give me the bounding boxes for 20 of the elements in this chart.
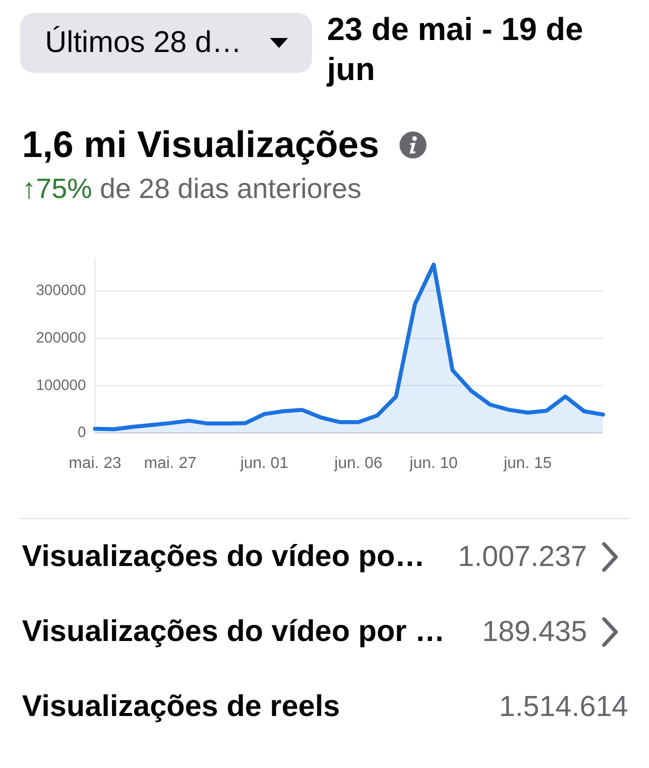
x-tick-label: jun. 01 [239, 455, 288, 472]
text: Últimos 28 d… [45, 25, 242, 61]
text: 189.435 [482, 615, 587, 650]
y-tick-label: 100000 [36, 376, 86, 394]
text: Visualizações do vídeo por … [22, 614, 445, 650]
chart-subtitle: ↑75% de 28 dias anteriores [22, 173, 362, 204]
x-tick-label: mai. 27 [144, 455, 197, 472]
text: 1.514.614 [498, 690, 628, 725]
text: 1.007.237 [458, 540, 587, 575]
text: 23 de mai - 19 de jun [327, 10, 584, 89]
y-tick-label: 200000 [36, 330, 86, 347]
text: Visualizações do vídeo po… [22, 539, 425, 575]
y-tick-label: 0 [78, 424, 86, 442]
x-tick-label: mai. 23 [68, 455, 122, 472]
text: Visualizações de reels [22, 689, 340, 725]
x-tick-label: jun. 10 [408, 455, 458, 472]
x-tick-label: jun. 06 [333, 455, 383, 472]
y-tick-label: 300000 [36, 282, 86, 300]
chart-title: 1,6 mi Visualizações [22, 123, 380, 167]
x-tick-label: jun. 15 [502, 455, 552, 472]
